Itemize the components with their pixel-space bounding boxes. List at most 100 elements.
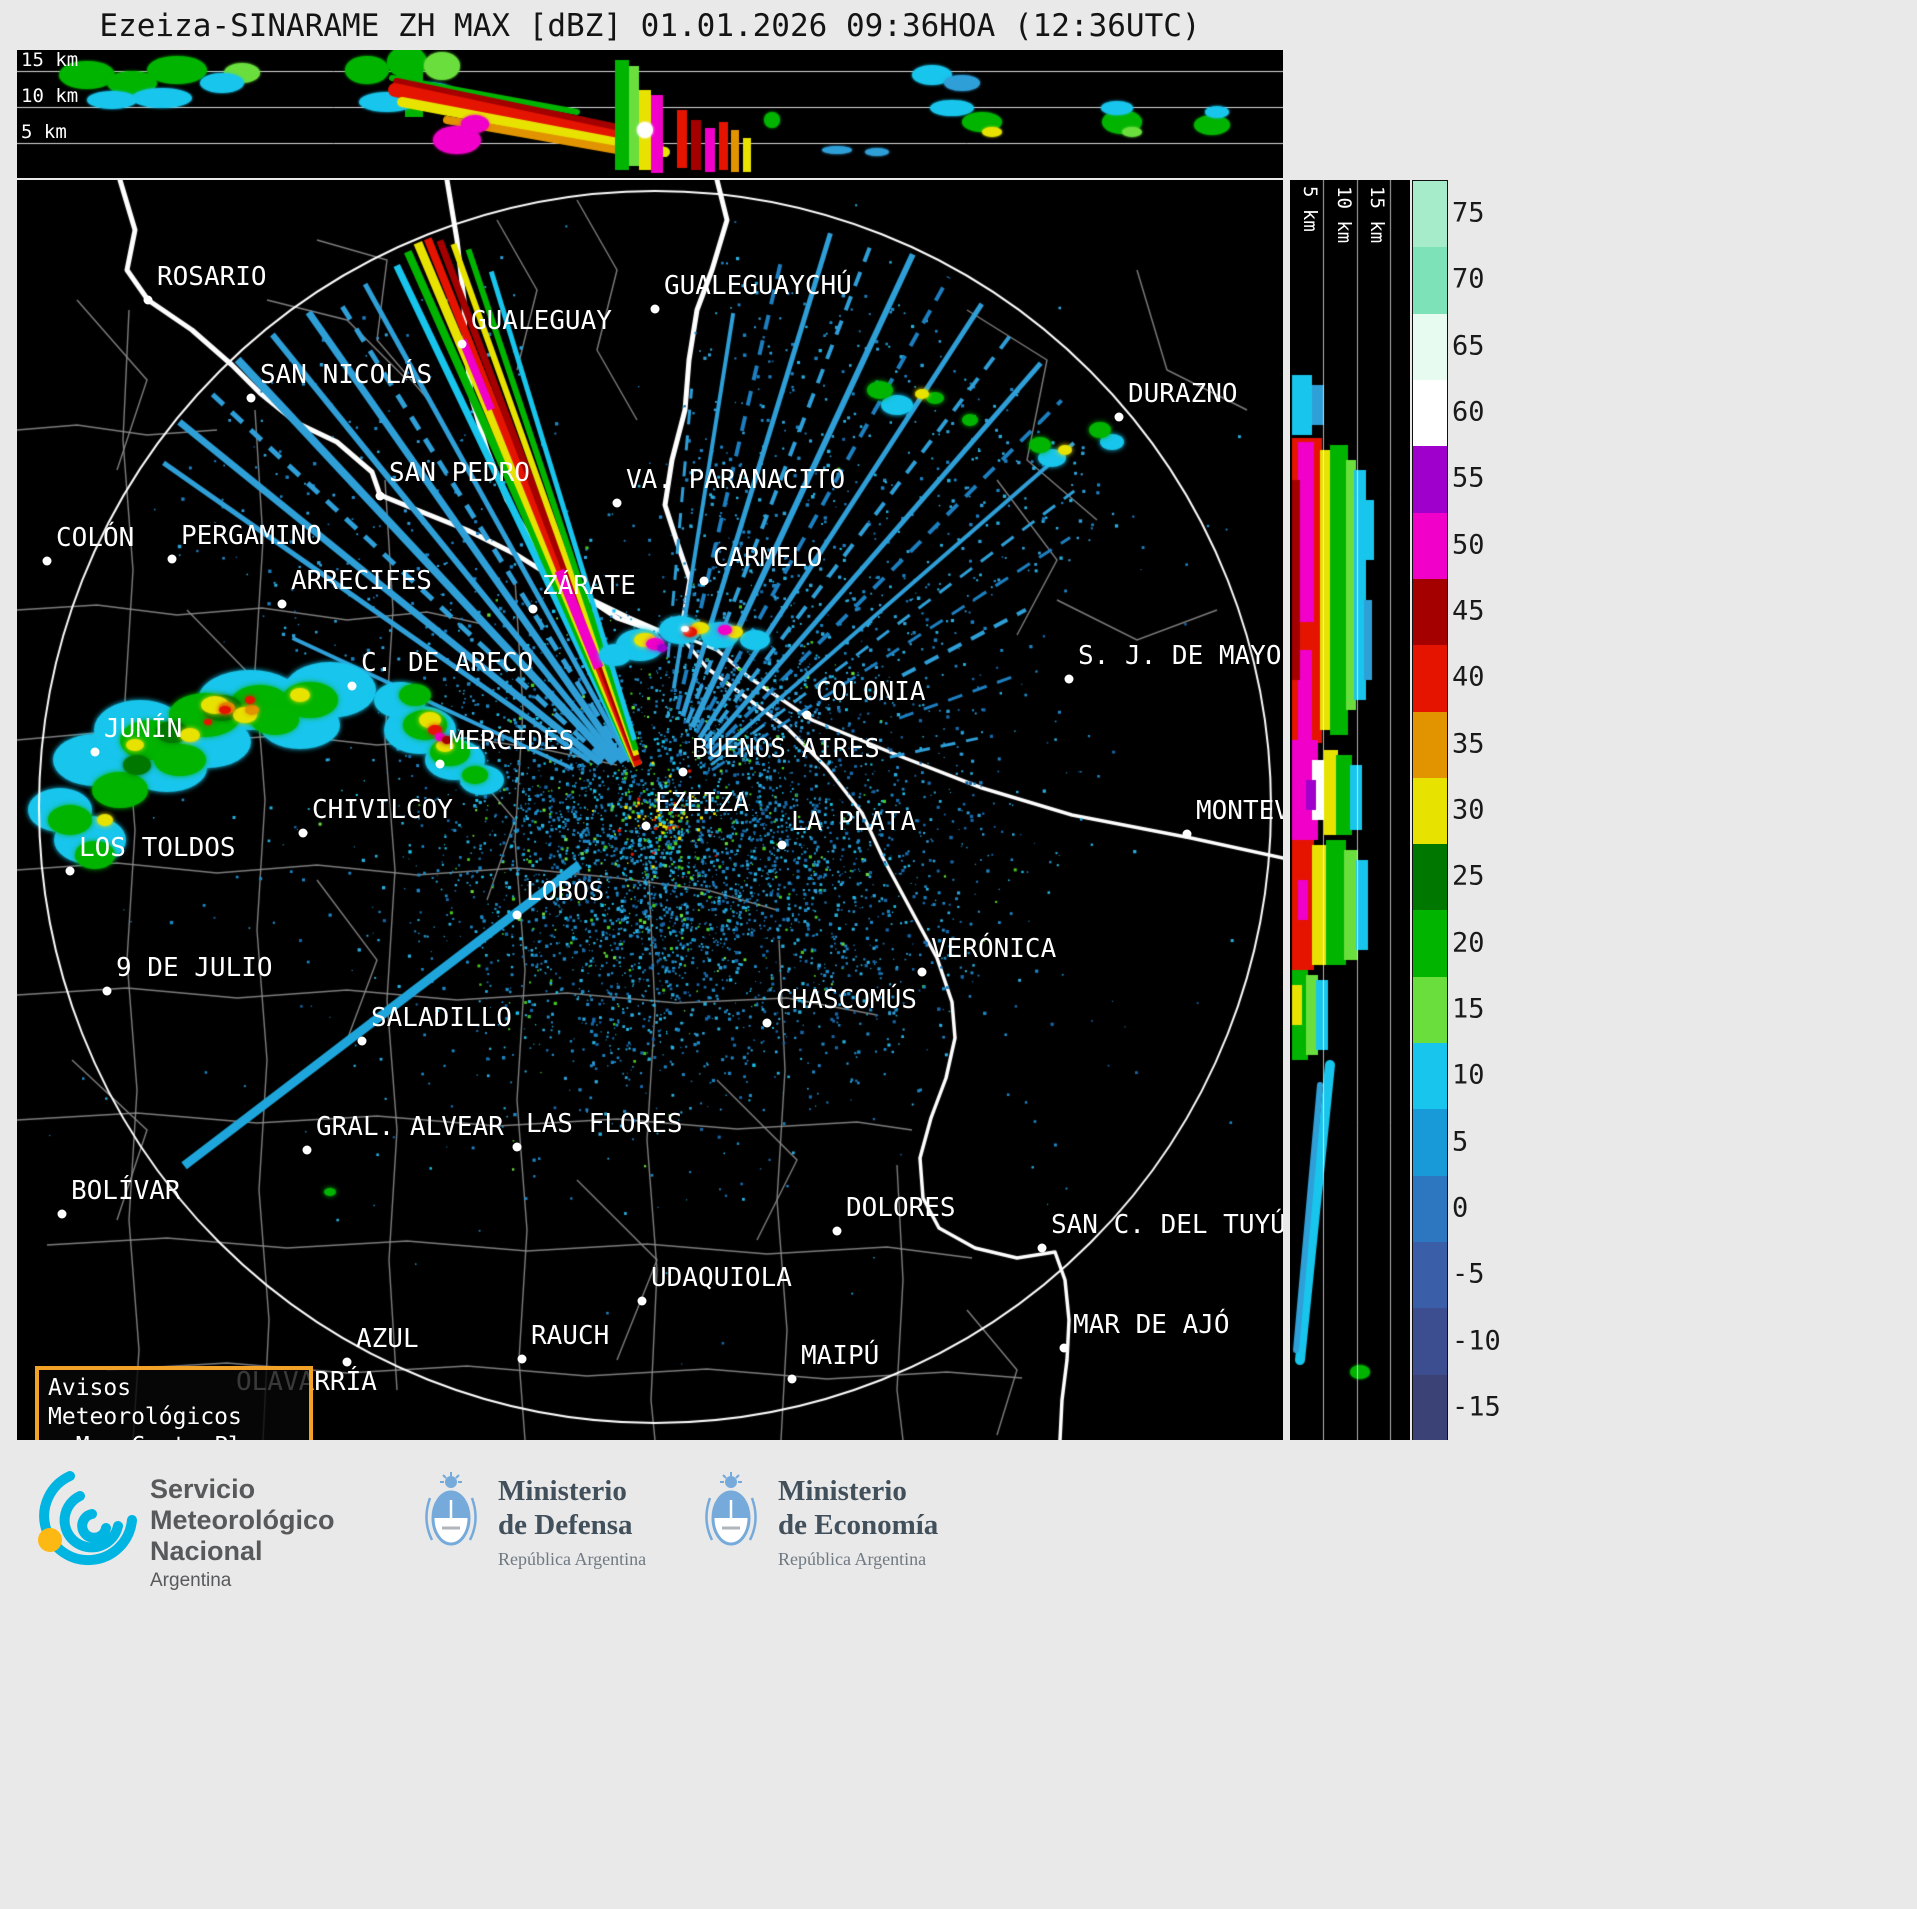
city-dot <box>699 576 709 586</box>
city-label: DOLORES <box>846 1193 956 1223</box>
city-label: EZEIZA <box>655 788 749 818</box>
top-cross-section-canvas <box>17 50 1283 178</box>
city-dot <box>612 498 622 508</box>
city-dot <box>832 1226 842 1236</box>
colorbar-segment <box>1413 844 1447 911</box>
city-label: LOS TOLDOS <box>79 833 236 863</box>
colorbar-segment <box>1413 1308 1447 1375</box>
city-label: AZUL <box>356 1324 419 1354</box>
warning-box: Avisos Meteorológicos a Muy Corto Plazo <box>35 1366 313 1440</box>
smn-name-line-1: Servicio <box>150 1474 256 1504</box>
warning-line-2: a Muy Corto Plazo <box>48 1432 300 1440</box>
smn-name-line-2: Meteorológico <box>150 1505 335 1535</box>
colorbar-segment <box>1413 645 1447 712</box>
city-dot <box>102 986 112 996</box>
colorbar-tick: 70 <box>1452 263 1485 295</box>
city-dot <box>1059 1343 1069 1353</box>
city-dot <box>528 604 538 614</box>
colorbar-tick: 25 <box>1452 860 1485 892</box>
city-label: SAN NICOLÁS <box>260 360 433 390</box>
city-dot <box>457 339 467 349</box>
defensa-text: Ministerio de Defensa República Argentin… <box>498 1474 646 1570</box>
city-label: ARRECIFES <box>291 566 432 596</box>
colorbar-segment <box>1413 1175 1447 1242</box>
defensa-coat-of-arms-icon <box>420 1470 482 1557</box>
colorbar-tick: 5 <box>1452 1126 1469 1158</box>
city-label: SALADILLO <box>371 1003 512 1033</box>
city-dot <box>90 747 100 757</box>
city-dot <box>246 393 256 403</box>
city-label: C. DE ARECO <box>361 648 534 678</box>
colorbar-tick: 75 <box>1452 197 1485 229</box>
city-dot <box>802 710 812 720</box>
colorbar-segment <box>1413 379 1447 447</box>
city-label: BUENOS AIRES <box>692 734 880 764</box>
smn-country: Argentina <box>150 1570 232 1591</box>
city-dot <box>777 840 787 850</box>
colorbar-tick: 10 <box>1452 1059 1485 1091</box>
right-cross-section-canvas <box>1290 180 1410 1440</box>
economia-text: Ministerio de Economía República Argenti… <box>778 1474 938 1570</box>
city-dot <box>787 1374 797 1384</box>
city-dot <box>342 1357 352 1367</box>
city-label: COLONIA <box>816 677 926 707</box>
city-label: ROSARIO <box>157 262 267 292</box>
colorbar-segment <box>1413 313 1447 380</box>
city-label: 9 DE JULIO <box>116 953 273 983</box>
city-dot <box>917 967 927 977</box>
height-label: 15 km <box>1366 186 1388 244</box>
city-label: MERCEDES <box>449 726 575 756</box>
city-label: CARMELO <box>713 543 823 573</box>
height-label: 10 km <box>1333 186 1355 244</box>
city-label: GUALEGUAYCHÚ <box>664 271 852 301</box>
city-label: DURAZNO <box>1128 379 1238 409</box>
defensa-name-line-1: Ministerio <box>498 1475 627 1507</box>
map-panel: ROSARIO GUALEGUAYCHÚ GUALEGUAY SAN NICOLÁS D… <box>17 180 1283 1440</box>
city-dot <box>1037 1243 1047 1253</box>
city-dot <box>167 554 177 564</box>
height-label: 15 km <box>21 50 79 71</box>
city-dot <box>57 1209 67 1219</box>
smn-text: Servicio Meteorológico Nacional Argentin… <box>150 1474 335 1595</box>
city-label: CHIVILCOY <box>312 795 453 825</box>
city-label: GRAL. ALVEAR <box>316 1112 504 1142</box>
height-label: 10 km <box>21 85 79 107</box>
city-dot <box>1114 412 1124 422</box>
economia-name-line-2: de Economía <box>778 1509 939 1541</box>
colorbar-tick: -5 <box>1452 1258 1485 1290</box>
city-label: VA. PARANACITO <box>626 465 846 495</box>
colorbar-tick: 0 <box>1452 1192 1469 1224</box>
city-label: JUNÍN <box>104 714 183 744</box>
city-label: LOBOS <box>526 877 605 907</box>
defensa-name-line-2: de Defensa <box>498 1509 633 1541</box>
city-dot <box>347 681 357 691</box>
city-label: COLÓN <box>56 523 135 553</box>
colorbar-tick: 65 <box>1452 330 1485 362</box>
city-label: SAN C. DEL TUYÚ <box>1051 1210 1283 1240</box>
city-dot <box>42 556 52 566</box>
colorbar-segment <box>1413 976 1447 1044</box>
city-label: UDAQUIOLA <box>651 1263 792 1293</box>
colorbar-segment <box>1413 181 1447 248</box>
colorbar-tick: 40 <box>1452 661 1485 693</box>
city-dot <box>512 910 522 920</box>
radar-map-canvas <box>17 180 1283 1440</box>
city-label: RAUCH <box>531 1321 610 1351</box>
city-label: VERÓNICA <box>931 934 1057 964</box>
height-label: 5 km <box>1299 186 1321 232</box>
top-cross-section-panel: 15 km 10 km 5 km <box>17 50 1283 178</box>
economia-name-line-1: Ministerio <box>778 1475 907 1507</box>
city-label: PERGAMINO <box>181 521 322 551</box>
smn-name-line-3: Nacional <box>150 1536 263 1566</box>
city-label: MAIPÚ <box>801 1341 880 1371</box>
height-label: 5 km <box>21 121 67 143</box>
city-dot <box>375 491 385 501</box>
colorbar <box>1412 180 1448 1442</box>
warning-line-1: Avisos Meteorológicos <box>48 1375 242 1430</box>
city-label: CHASCOMÚS <box>776 985 917 1015</box>
colorbar-segment <box>1413 446 1447 513</box>
colorbar-tick: 35 <box>1452 728 1485 760</box>
right-cross-section-panel: 5 km 10 km 15 km <box>1290 180 1410 1440</box>
city-dot <box>678 767 688 777</box>
colorbar-tick: 20 <box>1452 927 1485 959</box>
